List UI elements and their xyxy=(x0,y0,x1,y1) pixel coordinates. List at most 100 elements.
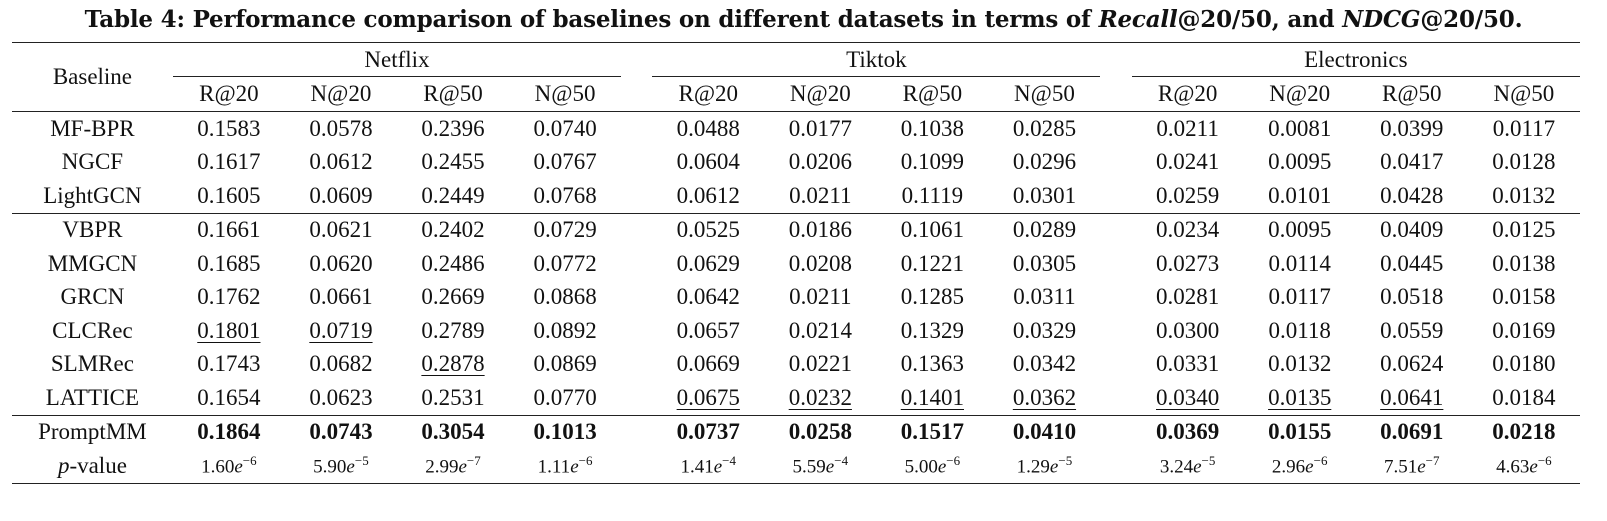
table-cell: 0.0208 xyxy=(764,247,876,281)
cell-value: 0.3054 xyxy=(421,419,485,445)
table-cell: 0.0719 xyxy=(285,314,397,348)
cell-value: 0.0642 xyxy=(676,284,740,310)
table-cell: 0.0767 xyxy=(509,146,621,180)
cell-value: 0.0155 xyxy=(1268,419,1332,445)
table-cell: 0.0642 xyxy=(652,281,764,315)
cell-value: 0.0169 xyxy=(1492,317,1556,343)
table-cell: 0.1685 xyxy=(173,247,285,281)
cell-value: 0.0117 xyxy=(1268,284,1331,310)
cell-value: 0.2455 xyxy=(421,149,485,175)
table-cell: 0.0729 xyxy=(509,212,622,247)
table-cell: 0.0241 xyxy=(1132,146,1244,180)
table-cell: 0.0184 xyxy=(1468,381,1580,415)
table-cell: 0.1661 xyxy=(172,212,285,247)
table-cell: 0.1743 xyxy=(173,348,285,382)
baseline-header: Baseline xyxy=(52,64,133,89)
cell-value: 0.1061 xyxy=(900,217,964,243)
table-row: NGCF 0.1617 0.0612 0.2455 0.0767 0.0604 0.0206… xyxy=(12,146,1580,180)
cell-value: 0.1285 xyxy=(900,284,964,310)
cell-value: 0.0445 xyxy=(1380,250,1444,276)
table-cell: 0.0081 xyxy=(1243,111,1356,146)
cell-value: 0.2669 xyxy=(421,284,485,310)
table-cell: 0.3054 xyxy=(396,414,510,449)
table-cell: 0.0169 xyxy=(1468,314,1580,348)
cell-value: 0.0214 xyxy=(788,317,852,343)
table-cell: 0.0211 xyxy=(764,281,876,315)
cell-value: 0.0342 xyxy=(1012,351,1077,377)
cell-value: 0.2789 xyxy=(421,317,485,343)
table-cell: 0.0409 xyxy=(1355,212,1468,247)
table-row: LATTICE 0.1654 0.0623 0.2531 0.0770 0.0675 0.0… xyxy=(12,381,1580,415)
cell-value: 0.0301 xyxy=(1012,182,1077,208)
metric-header-row: R@20 N@20 R@50 N@50 R@20 N@20 R@50 N@50 R@20 N@20… xyxy=(12,77,1580,112)
table-cell: 0.0095 xyxy=(1244,146,1356,180)
cell-value: 0.0768 xyxy=(533,182,597,208)
cell-value: 0.0488 xyxy=(676,115,740,141)
cell-value: 0.0081 xyxy=(1268,115,1332,141)
table-cell: 0.1801 xyxy=(173,314,285,348)
metric-header: R@20 xyxy=(1157,81,1218,106)
pvalue-cell: 2.96e−6 xyxy=(1271,453,1328,478)
ours-row: PromptMM 0.1864 0.0743 0.3054 0.1013 0.0737 0.… xyxy=(12,414,1580,449)
cell-value: 0.0206 xyxy=(788,149,852,175)
cell-value: 0.0661 xyxy=(309,284,373,310)
cell-value: 0.0232 xyxy=(788,384,852,410)
table-cell: 0.2449 xyxy=(397,179,509,213)
cell-value: 0.0772 xyxy=(533,250,597,276)
cell-value: 0.0135 xyxy=(1268,384,1332,410)
table-cell: 0.0125 xyxy=(1467,212,1580,247)
cell-value: 0.0737 xyxy=(676,419,740,445)
table-cell: 0.0259 xyxy=(1132,179,1244,213)
cell-value: 0.0410 xyxy=(1012,419,1077,445)
cell-value: 0.0624 xyxy=(1380,351,1444,377)
baseline-name: LATTICE xyxy=(45,384,140,410)
table-cell: 0.0770 xyxy=(509,381,621,415)
table-cell: 0.0445 xyxy=(1356,247,1468,281)
table-cell: 0.1605 xyxy=(173,179,285,213)
table-cell: 0.0114 xyxy=(1244,247,1356,281)
table-cell: 0.0117 xyxy=(1244,281,1356,315)
table-cell: 0.2878 xyxy=(397,348,509,382)
baseline-name: MMGCN xyxy=(47,250,138,276)
pvalue-cell: 7.51e−7 xyxy=(1383,453,1440,478)
table-cell: 0.0281 xyxy=(1132,281,1244,315)
dataset-header-tiktok: Tiktok xyxy=(652,42,1101,77)
cell-value: 0.1801 xyxy=(197,317,261,343)
pvalue-cell: 2.99e−7 xyxy=(425,453,481,478)
pvalue-cell: 5.90e−5 xyxy=(313,453,369,478)
pvalue-cell: 1.11e−6 xyxy=(537,453,593,478)
cell-value: 0.0117 xyxy=(1492,115,1556,141)
table-cell: 0.0258 xyxy=(764,414,877,449)
cell-value: 0.0184 xyxy=(1492,384,1556,410)
pvalue-cell: 5.59e−4 xyxy=(792,453,849,478)
table-cell: 0.0691 xyxy=(1355,414,1468,449)
table-cell: 0.1061 xyxy=(876,212,989,247)
cell-value: 0.1685 xyxy=(197,250,261,276)
pvalue-cell: 5.00e−6 xyxy=(904,453,961,478)
baseline-name: GRCN xyxy=(60,284,125,310)
cell-value: 0.1583 xyxy=(197,115,261,141)
cell-value: 0.0132 xyxy=(1268,351,1332,377)
cell-value: 0.2396 xyxy=(421,115,485,141)
cell-value: 0.1013 xyxy=(533,419,597,445)
table-cell: 0.0158 xyxy=(1468,281,1580,315)
table-cell: 0.1401 xyxy=(876,381,988,415)
cell-value: 0.0612 xyxy=(309,149,373,175)
baseline-name: NGCF xyxy=(61,149,124,175)
table-cell: 0.2669 xyxy=(397,281,509,315)
table-cell: 0.0624 xyxy=(1356,348,1468,382)
cell-value: 0.1038 xyxy=(900,115,964,141)
cell-value: 0.2402 xyxy=(421,217,485,243)
cell-value: 0.0609 xyxy=(309,182,373,208)
table-cell: 0.0657 xyxy=(652,314,764,348)
cell-value: 0.0329 xyxy=(1012,317,1077,343)
table-body: MF-BPR 0.1583 0.0578 0.2396 0.0740 0.0488 0.01… xyxy=(12,111,1580,483)
table-cell: 0.0417 xyxy=(1356,146,1468,180)
cell-value: 0.0428 xyxy=(1380,182,1444,208)
cell-value: 0.0604 xyxy=(676,149,740,175)
table-row: CLCRec 0.1801 0.0719 0.2789 0.0892 0.0657 0.02… xyxy=(12,314,1580,348)
cell-value: 0.0559 xyxy=(1380,317,1444,343)
cell-value: 0.0369 xyxy=(1156,419,1220,445)
metric-header: N@20 xyxy=(310,81,372,106)
cell-value: 0.0743 xyxy=(309,419,373,445)
